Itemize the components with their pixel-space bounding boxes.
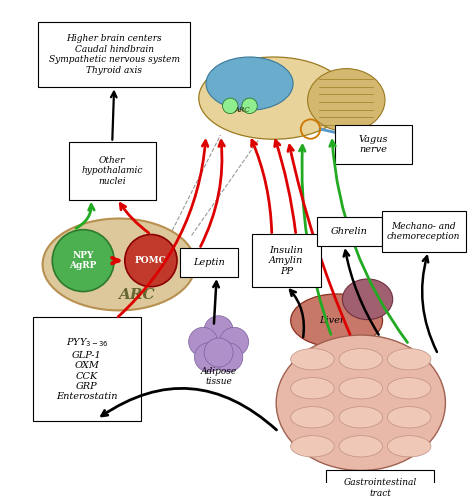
Ellipse shape: [339, 377, 383, 399]
Ellipse shape: [199, 57, 349, 139]
Ellipse shape: [339, 407, 383, 428]
Circle shape: [204, 338, 233, 367]
Ellipse shape: [291, 407, 334, 428]
Ellipse shape: [291, 377, 334, 399]
Ellipse shape: [42, 219, 196, 310]
Circle shape: [242, 98, 258, 114]
Circle shape: [125, 235, 177, 287]
Ellipse shape: [291, 349, 334, 370]
Ellipse shape: [307, 69, 385, 131]
Ellipse shape: [291, 294, 383, 347]
Circle shape: [204, 316, 233, 345]
Circle shape: [219, 327, 248, 357]
Ellipse shape: [276, 335, 446, 471]
Ellipse shape: [339, 436, 383, 457]
Text: Other
hypothalamic
nuclei: Other hypothalamic nuclei: [81, 156, 143, 186]
Circle shape: [188, 327, 218, 357]
Ellipse shape: [291, 436, 334, 457]
Circle shape: [222, 98, 238, 114]
FancyBboxPatch shape: [335, 125, 412, 164]
FancyBboxPatch shape: [326, 470, 434, 498]
Text: ARC: ARC: [235, 106, 250, 114]
Circle shape: [52, 230, 114, 291]
Ellipse shape: [387, 377, 431, 399]
FancyBboxPatch shape: [38, 22, 190, 87]
Ellipse shape: [206, 57, 293, 110]
Text: Vagus
nerve: Vagus nerve: [358, 135, 388, 154]
Text: Liver: Liver: [319, 316, 345, 325]
Text: Ghrelin: Ghrelin: [331, 227, 367, 236]
Text: Higher brain centers
Caudal hindbrain
Sympathetic nervous system
Thyroid axis: Higher brain centers Caudal hindbrain Sy…: [49, 34, 179, 75]
Text: Insulin
Amylin
PP: Insulin Amylin PP: [269, 246, 303, 275]
Text: Mechano- and
chemoreception: Mechano- and chemoreception: [387, 222, 460, 242]
Circle shape: [194, 343, 223, 372]
FancyBboxPatch shape: [33, 317, 141, 421]
Ellipse shape: [339, 349, 383, 370]
Circle shape: [214, 343, 243, 372]
Ellipse shape: [342, 279, 393, 320]
Ellipse shape: [387, 436, 431, 457]
FancyBboxPatch shape: [69, 141, 156, 200]
Text: Gastrointestinal
tract: Gastrointestinal tract: [344, 478, 417, 498]
Text: NPY
AgRP: NPY AgRP: [69, 251, 97, 270]
Ellipse shape: [387, 407, 431, 428]
FancyBboxPatch shape: [317, 217, 382, 246]
Ellipse shape: [387, 349, 431, 370]
Text: Adipose
tissue: Adipose tissue: [200, 367, 237, 386]
FancyBboxPatch shape: [180, 248, 238, 277]
Text: ARC: ARC: [118, 288, 155, 302]
FancyBboxPatch shape: [382, 211, 466, 252]
FancyBboxPatch shape: [251, 235, 321, 287]
Text: Leptin: Leptin: [193, 258, 225, 267]
Text: POMC: POMC: [135, 256, 167, 265]
Text: PYY$_{3-36}$
GLP-1
OXM
CCK
GRP
Enterostatin: PYY$_{3-36}$ GLP-1 OXM CCK GRP Enterosta…: [56, 337, 118, 401]
